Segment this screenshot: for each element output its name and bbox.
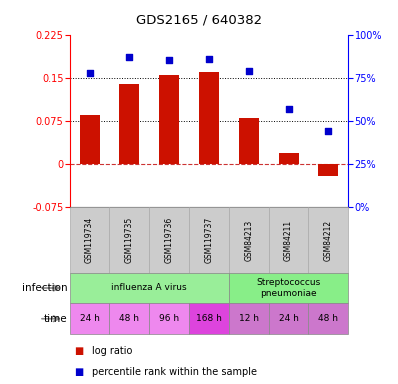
Text: 168 h: 168 h — [196, 314, 222, 323]
Bar — [269, 303, 308, 334]
Text: 96 h: 96 h — [159, 314, 179, 323]
Text: GDS2165 / 640382: GDS2165 / 640382 — [136, 13, 262, 26]
Text: ■: ■ — [74, 367, 83, 377]
Bar — [70, 273, 229, 303]
Bar — [308, 207, 348, 273]
Bar — [159, 75, 179, 164]
Point — [166, 58, 172, 64]
Bar — [80, 115, 100, 164]
Bar — [229, 303, 269, 334]
Bar — [189, 207, 229, 273]
Point — [86, 70, 93, 76]
Bar — [70, 207, 109, 273]
Text: influenza A virus: influenza A virus — [111, 283, 187, 293]
Bar — [189, 303, 229, 334]
Text: 48 h: 48 h — [119, 314, 139, 323]
Text: 24 h: 24 h — [80, 314, 100, 323]
Text: GSM119734: GSM119734 — [85, 217, 94, 263]
Text: GSM119737: GSM119737 — [205, 217, 213, 263]
Text: ■: ■ — [74, 346, 83, 356]
Text: 12 h: 12 h — [239, 314, 259, 323]
Text: GSM84212: GSM84212 — [324, 219, 333, 261]
Bar — [149, 207, 189, 273]
Bar — [199, 72, 219, 164]
Text: time: time — [44, 314, 68, 324]
Text: percentile rank within the sample: percentile rank within the sample — [92, 367, 257, 377]
Bar — [229, 273, 348, 303]
Bar — [269, 207, 308, 273]
Point — [285, 106, 292, 112]
Point — [246, 68, 252, 74]
Text: infection: infection — [22, 283, 68, 293]
Bar — [239, 118, 259, 164]
Point — [126, 54, 133, 60]
Bar — [229, 207, 269, 273]
Point — [325, 128, 332, 134]
Bar — [308, 303, 348, 334]
Text: 48 h: 48 h — [318, 314, 338, 323]
Text: GSM119735: GSM119735 — [125, 217, 134, 263]
Bar — [119, 84, 139, 164]
Point — [206, 56, 212, 62]
Bar — [109, 303, 149, 334]
Bar — [109, 207, 149, 273]
Bar — [70, 303, 109, 334]
Text: log ratio: log ratio — [92, 346, 132, 356]
Text: GSM84213: GSM84213 — [244, 219, 253, 261]
Text: GSM84211: GSM84211 — [284, 219, 293, 261]
Text: 24 h: 24 h — [279, 314, 298, 323]
Bar — [279, 152, 298, 164]
Text: Streptococcus
pneumoniae: Streptococcus pneumoniae — [256, 278, 321, 298]
Bar — [318, 164, 338, 176]
Bar — [149, 303, 189, 334]
Text: GSM119736: GSM119736 — [165, 217, 174, 263]
